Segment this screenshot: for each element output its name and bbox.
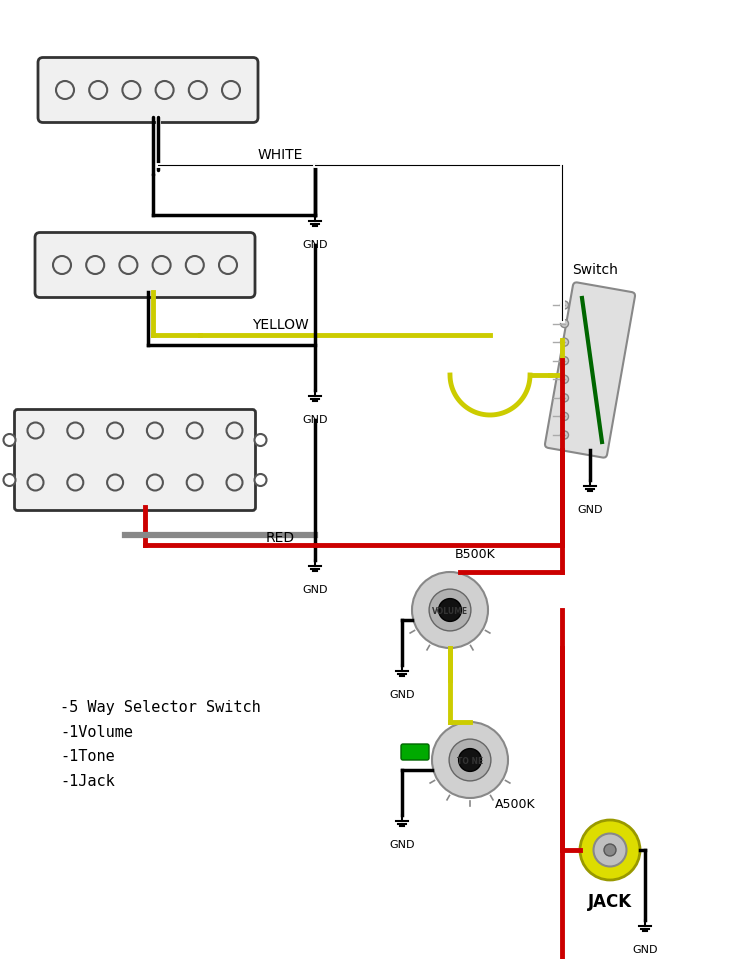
Text: GND: GND <box>389 840 415 850</box>
Text: VOLUME: VOLUME <box>432 606 468 616</box>
Text: GND: GND <box>632 945 658 955</box>
Circle shape <box>561 339 568 346</box>
FancyBboxPatch shape <box>15 409 255 510</box>
FancyBboxPatch shape <box>401 744 429 760</box>
Circle shape <box>255 434 266 446</box>
Circle shape <box>4 434 15 446</box>
Text: B500K: B500K <box>455 549 495 562</box>
Text: JACK: JACK <box>588 893 632 911</box>
Text: RED: RED <box>266 531 294 545</box>
Text: WHITE: WHITE <box>258 148 302 162</box>
Circle shape <box>449 739 491 781</box>
Text: GND: GND <box>302 415 328 425</box>
Text: YELLOW: YELLOW <box>252 318 308 332</box>
Circle shape <box>580 820 640 880</box>
Circle shape <box>439 598 461 621</box>
Text: GND: GND <box>302 240 328 250</box>
Text: GND: GND <box>389 690 415 700</box>
Circle shape <box>432 722 508 798</box>
Circle shape <box>561 431 568 439</box>
Text: TO NE: TO NE <box>457 757 483 765</box>
Text: A500K: A500K <box>495 799 535 811</box>
Circle shape <box>459 749 481 771</box>
Circle shape <box>561 319 568 328</box>
FancyBboxPatch shape <box>38 58 258 123</box>
Circle shape <box>412 572 488 648</box>
Circle shape <box>561 394 568 402</box>
Circle shape <box>561 412 568 420</box>
Text: Switch: Switch <box>572 263 618 277</box>
Circle shape <box>561 301 568 309</box>
Text: GND: GND <box>302 585 328 595</box>
Circle shape <box>561 357 568 364</box>
Text: -5 Way Selector Switch
-1Volume
-1Tone
-1Jack: -5 Way Selector Switch -1Volume -1Tone -… <box>60 700 261 789</box>
Circle shape <box>429 589 471 631</box>
Circle shape <box>604 844 616 856</box>
Circle shape <box>561 375 568 384</box>
Circle shape <box>255 474 266 486</box>
FancyBboxPatch shape <box>35 232 255 297</box>
Text: GND: GND <box>577 505 603 515</box>
Circle shape <box>4 474 15 486</box>
Circle shape <box>593 833 626 867</box>
FancyBboxPatch shape <box>545 282 635 457</box>
